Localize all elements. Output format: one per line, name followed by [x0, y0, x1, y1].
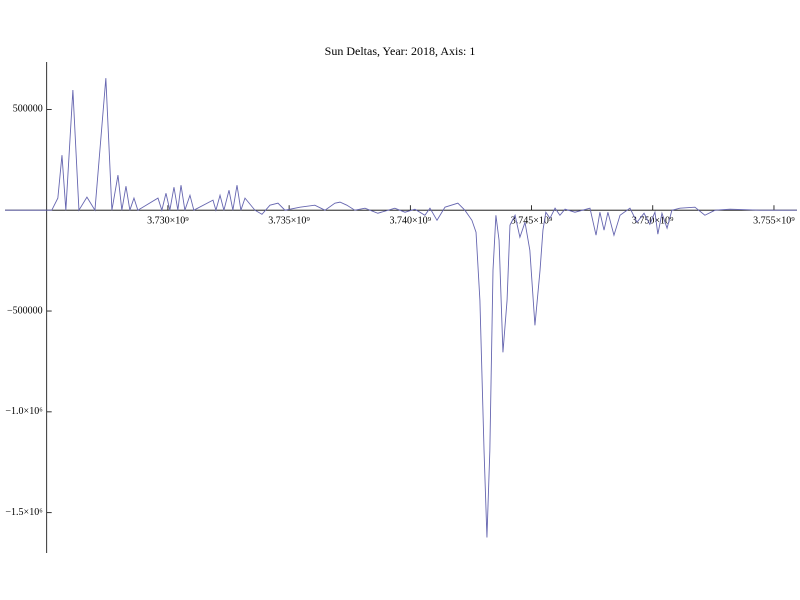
x-tick-label: 3.730×10⁹ — [147, 216, 189, 227]
y-tick-label: −1.5×10⁶ — [5, 507, 43, 518]
x-tick-label: 3.750×10⁹ — [632, 216, 674, 227]
x-tick-label: 3.745×10⁹ — [511, 216, 553, 227]
chart-title: Sun Deltas, Year: 2018, Axis: 1 — [325, 44, 476, 58]
y-tick-label: −500000 — [7, 305, 43, 316]
y-tick-label: −1.0×10⁶ — [5, 406, 43, 417]
x-tick-label: 3.740×10⁹ — [390, 216, 432, 227]
y-tick-label: 500000 — [13, 104, 43, 115]
x-tick-label: 3.735×10⁹ — [268, 216, 310, 227]
x-tick-label: 3.755×10⁹ — [753, 216, 795, 227]
data-line — [5, 78, 797, 538]
